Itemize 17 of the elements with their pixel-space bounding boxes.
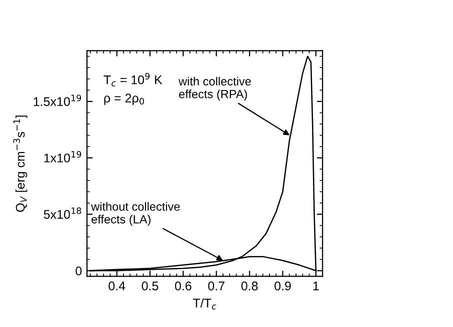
y-tick-label: 0 (76, 266, 82, 276)
x-axis-title: T/T$_{c}$ (192, 298, 216, 310)
y-tick-label: 1.5x10$^{19}$ (34, 94, 82, 106)
x-tick-label: 0.5 (142, 282, 158, 290)
y-tick-label: 1x10$^{19}$ (44, 151, 82, 162)
x-tick-label: 0.6 (174, 282, 192, 290)
annotation: T$_{c}$ = 10$^{9}$ K (104, 72, 162, 86)
x-tick-label: 0.9 (274, 282, 291, 290)
annotation: without collective effects (LA) (91, 202, 180, 226)
x-tick-label: 0.4 (108, 282, 126, 290)
x-tick-label: 1 (313, 282, 319, 290)
annotation: ρ = 2ρ$_{0}$ (104, 94, 144, 105)
x-tick-label: 0.8 (241, 282, 258, 290)
y-tick-label: 5x10$^{18}$ (44, 207, 82, 219)
annotation: with collective effects (RPA) (178, 76, 251, 101)
y-axis-title: Q$_{V}$ [erg cm$^{−3}$s$^{−1}$] (13, 116, 28, 212)
x-tick-label: 0.7 (208, 282, 224, 290)
